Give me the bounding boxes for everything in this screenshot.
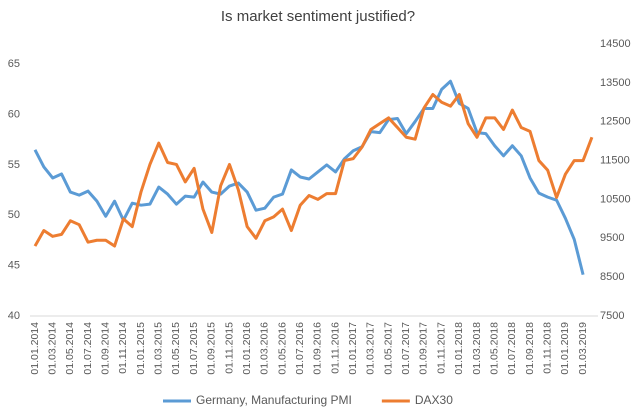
x-tick-label: 01.11.2015 [223, 322, 235, 374]
x-tick-label: 01.11.2018 [542, 322, 554, 374]
x-tick-label: 01.11.2014 [117, 322, 129, 374]
y2-tick-label: 14500 [600, 38, 631, 50]
y2-tick-label: 11500 [600, 154, 630, 166]
x-tick-label: 01.03.2014 [46, 322, 58, 375]
x-tick-label: 01.07.2017 [400, 322, 412, 375]
y-tick-label: 50 [8, 209, 20, 221]
x-tick-label: 01.09.2016 [312, 322, 324, 375]
chart-title: Is market sentiment justified? [221, 8, 415, 25]
x-tick-label: 01.01.2018 [453, 322, 465, 375]
y2-tick-label: 9500 [600, 232, 624, 244]
y2-tick-label: 7500 [600, 310, 624, 322]
x-tick-label: 01.01.2017 [347, 322, 359, 375]
x-tick-label: 01.01.2015 [135, 322, 147, 375]
x-tick-label: 01.05.2018 [488, 322, 500, 375]
x-tick-label: 01.03.2017 [365, 322, 377, 375]
y-tick-label: 45 [8, 260, 20, 272]
legend-label: DAX30 [415, 393, 453, 407]
x-tick-label: 01.07.2016 [294, 322, 306, 375]
y2-tick-label: 10500 [600, 193, 631, 205]
legend-label: Germany, Manufacturing PMI [196, 393, 352, 407]
x-tick-label: 01.01.2019 [559, 322, 571, 375]
x-tick-label: 01.11.2017 [435, 322, 447, 374]
x-tick-label: 01.05.2015 [170, 322, 182, 375]
x-tick-label: 01.07.2018 [506, 322, 518, 375]
x-tick-label: 01.09.2015 [206, 322, 218, 375]
y2-tick-label: 13500 [600, 77, 631, 89]
x-tick-label: 01.05.2016 [276, 322, 288, 375]
x-tick-label: 01.03.2019 [577, 322, 589, 375]
y-tick-label: 55 [8, 159, 20, 171]
line-series [33, 79, 585, 276]
line-series [33, 93, 594, 248]
x-tick-label: 01.01.2016 [241, 322, 253, 375]
y-tick-label: 40 [8, 310, 20, 322]
y-tick-label: 65 [8, 58, 20, 70]
x-tick-label: 01.09.2018 [524, 322, 536, 375]
y2-tick-label: 12500 [600, 116, 631, 128]
x-tick-label: 01.01.2014 [29, 322, 41, 375]
x-tick-label: 01.07.2015 [188, 322, 200, 375]
x-tick-label: 01.09.2014 [100, 322, 112, 375]
x-tick-label: 01.09.2017 [418, 322, 430, 375]
x-tick-label: 01.11.2016 [329, 322, 341, 374]
x-tick-label: 01.07.2014 [82, 322, 94, 375]
x-tick-label: 01.05.2014 [64, 322, 76, 375]
y2-tick-label: 8500 [600, 271, 624, 283]
x-tick-label: 01.03.2015 [153, 322, 165, 375]
x-tick-label: 01.03.2018 [471, 322, 483, 375]
x-tick-label: 01.03.2016 [259, 322, 271, 375]
y-tick-label: 60 [8, 108, 20, 120]
x-tick-label: 01.05.2017 [382, 322, 394, 375]
